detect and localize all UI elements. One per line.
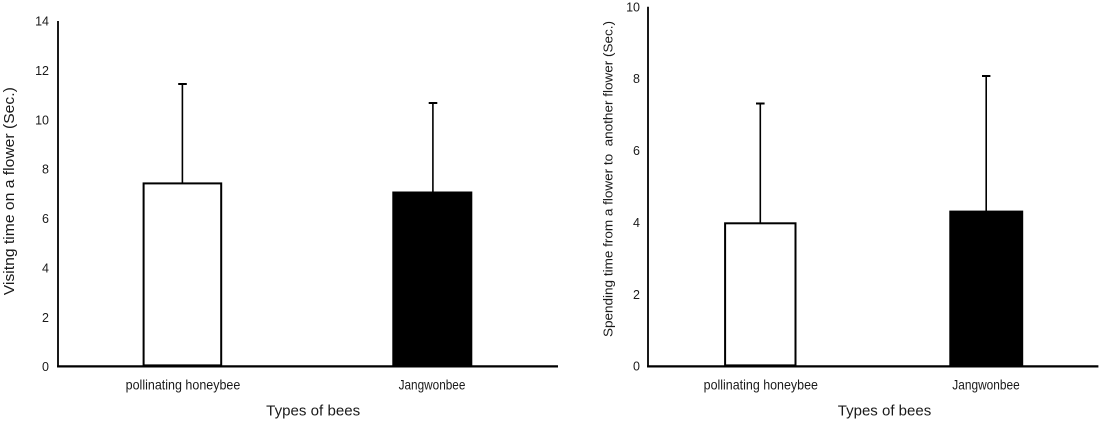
svg-text:pollinating honeybee: pollinating honeybee [704,377,818,393]
svg-text:Types of bees: Types of bees [838,402,932,419]
svg-text:pollinating honeybee: pollinating honeybee [126,377,241,393]
svg-text:2: 2 [633,288,640,302]
svg-text:Visitng time on a flower (Sec.: Visitng time on a flower (Sec.) [2,87,18,295]
svg-text:12: 12 [35,64,49,78]
svg-text:4: 4 [42,261,49,275]
svg-text:10: 10 [35,113,49,127]
svg-text:4: 4 [633,216,640,230]
svg-text:8: 8 [633,72,640,86]
svg-text:Spending time from a flower to: Spending time from a flower to another f… [601,21,616,337]
svg-text:2: 2 [42,311,49,325]
svg-text:Jangwonbee: Jangwonbee [399,377,466,393]
svg-text:6: 6 [633,144,640,158]
svg-text:0: 0 [42,360,49,374]
svg-text:10: 10 [626,0,640,14]
svg-text:Jangwonbee: Jangwonbee [952,377,1020,393]
svg-text:8: 8 [42,163,49,177]
svg-text:0: 0 [633,360,640,374]
svg-text:Types of bees: Types of bees [266,402,360,419]
svg-text:6: 6 [42,212,49,226]
svg-text:14: 14 [35,15,49,29]
